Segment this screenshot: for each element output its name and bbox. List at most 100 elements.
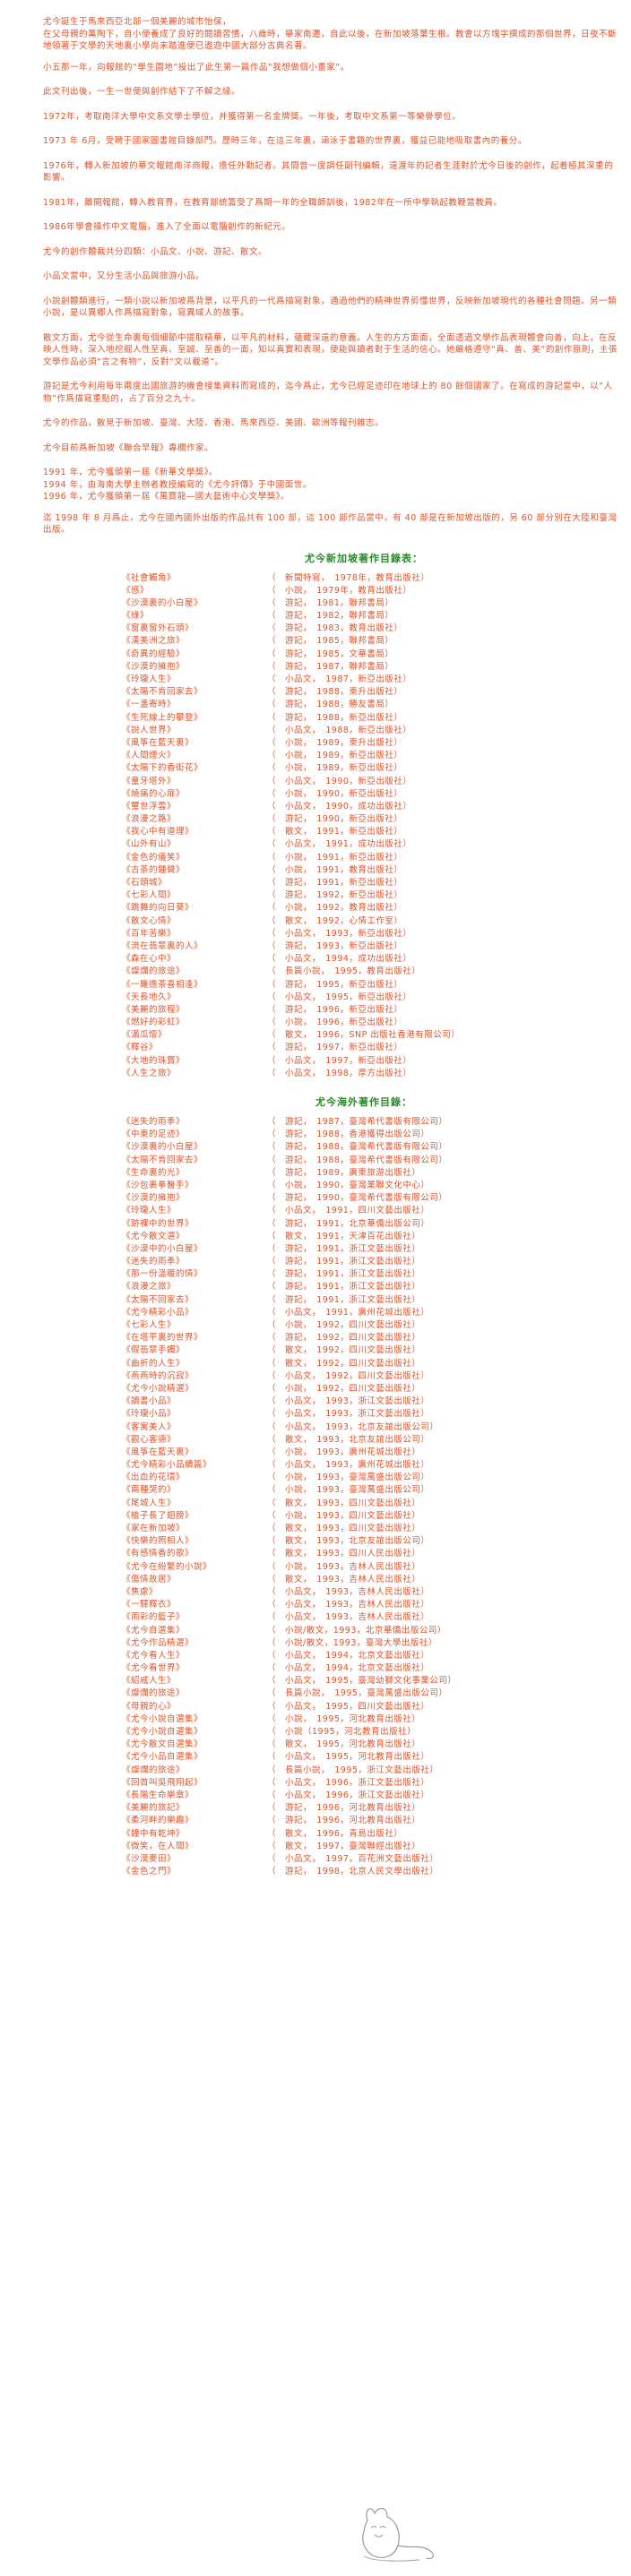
- book-details: （ 小品文， 1997，百花洲文藝出版社）: [267, 1853, 439, 1864]
- book-details: （ 小說， 1993，四川文藝出版社）: [267, 1510, 421, 1521]
- book-details: （ 游記， 1991，浙江文藝出版社）: [267, 1243, 421, 1254]
- book-details: （ 散文， 1993，北京友誼出版公司）: [267, 1434, 430, 1445]
- book-entry: 《玲瓏人生》 （ 小品文， 1991，四川文藝出版社）: [43, 1205, 622, 1217]
- book-title: 《鐘中有乾坤》: [122, 1828, 186, 1839]
- book-details: （ 小品文， 1995，河北教育出版社）: [267, 1752, 430, 1763]
- book-title: 《柔河畔的樂趣》: [122, 1816, 194, 1826]
- book-title: 《中東的足迹》: [122, 1129, 186, 1140]
- book-details: （ 小品文， 1993，吉林人民出版社）: [267, 1586, 430, 1597]
- biography-paragraph: 1973 年 6月，受聘于國家圖書館目錄部門。歷時三年，在這三年裏，涵泳于書籍的…: [43, 135, 622, 148]
- book-details: （ 小品文， 1987，新亞出版社）: [267, 674, 412, 684]
- book-title: 《金色之門》: [122, 1867, 177, 1877]
- paragraph-line: 1976年，轉入新加坡的華文報館南洋商報，擔任外勤記者。其間曾一度調任副刊編輯，…: [43, 160, 614, 184]
- book-entry: 《燒痛的心扉》 （ 小說， 1990，新亞出版社）: [43, 788, 622, 801]
- book-details: （ 新聞特寫， 1978年，教育出版社）: [267, 572, 430, 583]
- book-title: 《母親的心》: [122, 1701, 177, 1712]
- book-details: （ 游記， 1988，臺灣希代書版有限公司）: [267, 1155, 448, 1165]
- biography-intro: 尤今誕生于馬來西亞北部一個美麗的城市怡保， 在父母親的薰陶下，自小便養成了良好的閱…: [43, 16, 622, 537]
- book-entry: 《尤今散文自選集》 （ 散文， 1995，河北教育出版社）: [43, 1739, 622, 1751]
- book-details: （ 游記， 1998，北京人民文學出版社）: [267, 1867, 439, 1877]
- paragraph-line: 1994 年，由海南大學主辦者教授編寫的《尤今評傳》于中國面世。: [43, 479, 312, 490]
- book-title: 《長陽生命樂章》: [122, 1790, 194, 1800]
- book-title: 《沙漠麥田》: [122, 1853, 177, 1864]
- book-entry: 《璽世浮雲》 （ 小品文， 1990，成功出版社）: [43, 801, 622, 813]
- book-entry: 《大地的珠寶》 （ 小品文， 1997，新亞出版社）: [43, 1055, 622, 1068]
- paragraph-line: 此文刊出後，一生一世便與創作結下了不解之緣。: [43, 87, 241, 97]
- book-title: 《七彩人生》: [122, 1320, 177, 1330]
- document-body: 尤今誕生于馬來西亞北部一個美麗的城市怡保， 在父母親的薰陶下，自小便養成了良好的閱…: [43, 16, 622, 1878]
- book-title: 《漢美洲之旅》: [122, 636, 186, 647]
- book-title: 《太陽下的香街花》: [122, 763, 203, 774]
- book-details: （ 小品文， 1996，浙江文藝出版社）: [267, 1777, 430, 1788]
- book-details: （ 小品文， 1995，新亞出版社）: [267, 992, 412, 1002]
- biography-paragraph: 迄 1998 年 8 月爲止，尤今在國內國外出版的作品共有 100 部，這 10…: [43, 512, 622, 537]
- paragraph-line: 1991 年，尤今獲頒第一屆《新華文學獎》。: [43, 468, 218, 477]
- book-title: 《燃好的彩虹》: [122, 1018, 186, 1028]
- biography-paragraph: 尤今誕生于馬來西亞北部一個美麗的城市怡保， 在父母親的薰陶下，自小便養成了良好的閱…: [43, 16, 622, 53]
- paragraph-line: 游記是尤今利用每年兩度出國旅游的機會搜集資料而寫成的，迄今爲止，尤今已經足迹印在…: [43, 382, 613, 404]
- book-details: （ 散文， 1992，四川文藝出版社）: [267, 1345, 421, 1356]
- book-details: （ 散文， 1991，天津百花出版社）: [267, 1231, 421, 1241]
- book-details: （ 散文， 1991，新亞出版社）: [267, 827, 403, 837]
- biography-paragraph: 此文刊出後，一生一世便與創作結下了不解之緣。: [43, 86, 622, 99]
- book-entry: 《古茶的鍾聲》 （ 小說， 1991，教育出版社）: [43, 864, 622, 877]
- paragraph-line: 尤今的創作體裁共分四類：小品文、小說、游記、散文。: [43, 246, 268, 257]
- book-entry: 《觀心客德》 （ 散文， 1993，北京友誼出版公司）: [43, 1434, 622, 1447]
- book-details: （ 散文， 1992，四川文藝出版社）: [267, 1358, 421, 1369]
- book-entry: 《長陽生命樂章》 （ 小品文， 1996，浙江文藝出版社）: [43, 1790, 622, 1802]
- overseas-works-section: 尤今海外著作目錄： 《迷失的雨季》（ 游記， 1987，臺灣希代書版有限公司）《…: [43, 1095, 622, 1878]
- book-entry: 《金色的儀笑》 （ 小說， 1991，新亞出版社）: [43, 852, 622, 864]
- book-details: （ 小品文， 1995，臺灣幼獅文化事業公司）: [267, 1676, 457, 1687]
- paragraph-line: 1973 年 6月，受聘于國家圖書館目錄部門。歷時三年，在這三年裏，涵泳于書籍的…: [43, 136, 527, 146]
- book-details: （ 小品文， 1993，吉林人民出版社）: [267, 1600, 430, 1610]
- book-title: 《燕燕時的沉寂》: [122, 1370, 194, 1381]
- book-title: 《古茶的鍾聲》: [122, 864, 186, 875]
- paragraph-line: 小說創體類進行，一類小說以新加坡爲背景，以平凡的一代爲描寫對象，通過他們的精神世…: [43, 296, 618, 319]
- book-entry: 《尤今散文選》 （ 散文， 1991，天津百花出版社）: [43, 1231, 622, 1243]
- book-title: 《生命裏的光》: [122, 1167, 186, 1178]
- book-details: （ 小品文， 1993，浙江文藝出版社）: [267, 1396, 430, 1407]
- book-details: （ 游記， 1996，河北教育出版社）: [267, 1816, 421, 1826]
- book-entry: 《沙漠的擁抱》 （ 游記， 1987，聯邦書局）: [43, 661, 622, 674]
- paragraph-line: 尤今的作品，散見于新加坡、臺灣、大陸、香港、馬來西亞、美國、歐洲等報刊雜志。: [43, 418, 385, 428]
- book-entry: 《風筝在藍天裏》 （ 小說， 1989，東升出版社）: [43, 737, 622, 750]
- biography-paragraph: 1991 年，尤今獲頒第一屆《新華文學獎》。 1994 年，由海南大學主辦者教授編…: [43, 467, 622, 503]
- book-details: （ 游記， 1990，臺灣希代書版有限公司）: [267, 1193, 448, 1204]
- book-entry: 《童牙塔外》 （ 小品文， 1990，新亞出版社）: [43, 776, 622, 788]
- biography-paragraph: 尤今目前爲新加坡《聯合早報》專欄作家。: [43, 442, 622, 455]
- book-details: （ 小品文， 1996，浙江文藝出版社）: [267, 1790, 430, 1800]
- book-entry: 《植子長了翅膀》 （ 小說， 1993，四川文藝出版社）: [43, 1510, 622, 1523]
- book-details: （ 散文， 1997，臺灣聯經出版社）: [267, 1841, 421, 1851]
- book-details: （ 游記， 1988，新亞出版社）: [267, 712, 403, 723]
- book-entry: 《金色之門》 （ 游記， 1998，北京人民文學出版社）: [43, 1866, 622, 1878]
- book-details: （ 游記， 1985，聯邦書局）: [267, 636, 394, 647]
- biography-paragraph: 1986年學會操作中文電腦，進入了全面以電腦創作的新紀元。: [43, 221, 622, 234]
- book-entry: 《太陽不肯回家去》 （ 游記， 1988，東升出版社）: [43, 686, 622, 699]
- book-entry: 《沙漠麥田》 （ 小品文， 1997，百花洲文藝出版社）: [43, 1853, 622, 1866]
- book-title: 《觀心客德》: [122, 1434, 177, 1445]
- book-title: 《璽世浮雲》: [122, 801, 177, 811]
- book-entry: 《沙包裹拳醫手》 （ 小說， 1990，臺灣業聯文化中心）: [43, 1180, 622, 1192]
- book-entry: 《石頭城》 （ 游記， 1991，新亞出版社）: [43, 877, 622, 889]
- book-details: （ 小說， 1989，東升出版社）: [267, 737, 403, 748]
- book-entry: 《尤今小品自選集》 （ 小品文， 1995，河北教育出版社）: [43, 1751, 622, 1764]
- book-details: （ 散文， 1996，青島出版社）: [267, 1828, 403, 1839]
- book-title: 《微笑，在人間》: [122, 1841, 194, 1851]
- book-details: （ 小品文， 1991，四川文藝出版社）: [267, 1206, 430, 1216]
- book-entry: 《綠》 （ 游記， 1982，聯邦書局）: [43, 610, 622, 623]
- book-details: （ 游記， 1985，文華書局）: [267, 648, 394, 659]
- biography-paragraph: 小五那一年，向報館的“學生園地”投出了此生第一篇作品“我想做個小畫家”。: [43, 62, 622, 74]
- book-title: 《焦慮》: [122, 1586, 159, 1597]
- book-details: （ 小說， 1993，吉林人民出版社）: [267, 1561, 421, 1572]
- book-title: 《森在心中》: [122, 954, 177, 965]
- book-entry: 《散文心情》 （ 散文， 1992，心情工作室）: [43, 915, 622, 928]
- book-title: 《大地的珠寶》: [122, 1055, 186, 1066]
- book-title: 《人間煙火》: [122, 751, 177, 761]
- book-title: 《童牙塔外》: [122, 776, 177, 786]
- book-details: （ 小說， 1979年，教育出版社）: [267, 585, 412, 596]
- paragraph-line: 1986年學會操作中文電腦，進入了全面以電腦創作的新紀元。: [43, 222, 291, 232]
- singapore-works-title: 尤今新加坡著作目錄表：: [305, 552, 423, 564]
- book-title: 《尤今散文自選集》: [122, 1739, 203, 1750]
- book-entry: 《快樂的照相人》 （ 散文， 1993，北京友誼出版公司）: [43, 1535, 622, 1548]
- book-details: （ 小品文， 1991，成功出版社）: [267, 839, 412, 850]
